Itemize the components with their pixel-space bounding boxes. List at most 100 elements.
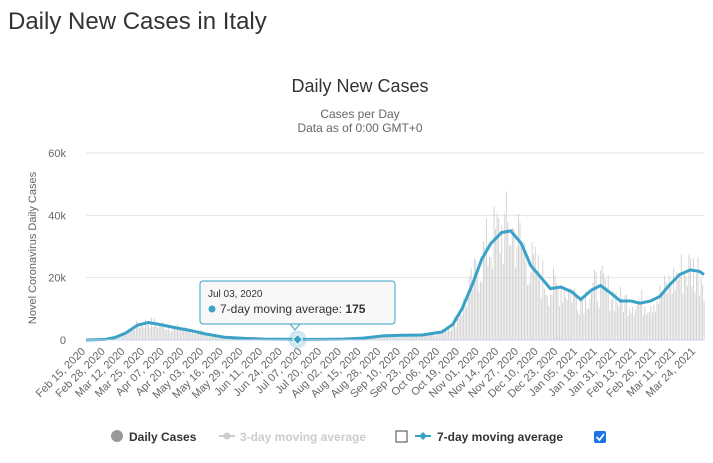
daily-case-bar — [381, 336, 382, 340]
legend-label-3day: 3-day moving average — [240, 430, 366, 444]
daily-case-bar — [627, 316, 629, 340]
daily-case-bar — [548, 305, 550, 340]
daily-case-bar — [155, 324, 157, 340]
legend-item-daily-cases[interactable]: Daily Cases — [111, 430, 197, 444]
daily-case-bar — [531, 242, 533, 340]
legend: Daily Cases 3-day moving average 7-day m… — [111, 430, 606, 444]
daily-case-bar — [444, 330, 446, 340]
daily-case-bar — [658, 303, 659, 340]
daily-case-bar — [495, 229, 497, 340]
daily-case-bar — [193, 333, 195, 340]
daily-case-bar — [391, 335, 393, 340]
daily-case-bar — [557, 285, 559, 340]
daily-case-bar — [639, 302, 641, 340]
tooltip-value: 175 — [345, 302, 365, 316]
tooltip-label: 7-day moving average: — [220, 302, 342, 316]
daily-case-bar — [522, 244, 524, 340]
daily-case-bar — [571, 302, 573, 340]
daily-case-bar — [172, 328, 174, 340]
daily-case-bar — [504, 213, 506, 340]
daily-case-bar — [463, 298, 465, 340]
daily-case-bar — [472, 289, 474, 340]
daily-case-bar — [425, 336, 427, 340]
daily-case-bar — [189, 332, 191, 340]
daily-case-bar — [565, 296, 567, 340]
daily-case-bar — [604, 278, 606, 340]
daily-case-bar — [416, 336, 417, 340]
check-icon — [595, 433, 605, 442]
daily-case-bar — [615, 292, 617, 340]
daily-case-bar — [192, 329, 194, 340]
daily-case-bar — [123, 334, 125, 340]
seven-day-average-line[interactable] — [85, 229, 705, 342]
daily-case-bar — [457, 315, 459, 340]
daily-case-bar — [492, 268, 494, 340]
daily-case-bar — [195, 333, 197, 340]
daily-case-bar — [686, 286, 688, 340]
daily-case-bar — [454, 316, 455, 340]
daily-case-bar — [452, 321, 454, 340]
daily-case-bar — [514, 267, 516, 340]
daily-case-bar — [479, 280, 481, 340]
daily-case-bar — [199, 330, 201, 340]
daily-case-bar — [556, 282, 557, 340]
daily-case-bar — [143, 328, 145, 340]
legend-item-7day[interactable]: 7-day moving average — [415, 430, 563, 444]
daily-case-bar — [697, 257, 699, 340]
daily-case-bar — [455, 327, 457, 340]
daily-case-bar — [580, 299, 582, 340]
daily-case-bar — [388, 336, 390, 340]
daily-case-bar — [508, 245, 510, 340]
three-day-checkbox[interactable] — [395, 430, 408, 443]
tooltip-dot — [208, 305, 216, 313]
daily-case-bar — [129, 329, 131, 340]
daily-case-bar — [228, 338, 230, 340]
daily-case-bar — [680, 254, 682, 340]
daily-case-bar — [161, 321, 163, 340]
daily-case-bar — [167, 326, 169, 340]
daily-case-bar — [412, 335, 414, 340]
daily-case-bar — [607, 274, 609, 340]
daily-case-bar — [528, 284, 530, 340]
daily-case-bar — [691, 286, 693, 340]
seven-day-checkbox[interactable] — [594, 431, 606, 443]
daily-case-bar — [441, 329, 443, 340]
daily-case-bar — [212, 335, 213, 340]
daily-case-bar — [204, 332, 206, 340]
daily-case-bar — [443, 333, 445, 340]
daily-case-bar — [122, 336, 124, 340]
daily-case-bar — [394, 337, 396, 340]
y-tick-label: 0 — [60, 335, 66, 347]
chart-title: Daily New Cases — [291, 76, 428, 96]
daily-case-bar — [152, 326, 154, 340]
daily-case-bar — [481, 282, 483, 340]
daily-case-bar — [385, 337, 387, 340]
legend-item-3day[interactable]: 3-day moving average — [219, 430, 366, 444]
daily-case-bar — [702, 285, 704, 340]
daily-case-bar — [659, 285, 661, 340]
daily-case-bar — [594, 269, 596, 340]
daily-case-bar — [402, 336, 404, 340]
daily-case-bar — [549, 294, 551, 340]
y-axis-ticks: 0 20k 40k 60k — [48, 148, 66, 347]
daily-case-bar — [476, 276, 478, 340]
daily-case-bar — [519, 222, 521, 340]
daily-case-bar — [178, 330, 180, 340]
daily-case-bar — [169, 330, 171, 340]
daily-case-bar — [606, 287, 608, 340]
daily-case-bar — [117, 337, 119, 340]
daily-case-bar — [635, 309, 637, 340]
daily-case-bar — [598, 307, 600, 340]
daily-case-bar — [461, 315, 463, 340]
daily-case-bar — [434, 335, 436, 340]
daily-case-bar — [612, 290, 614, 340]
daily-case-bar — [511, 227, 513, 340]
daily-case-bar — [694, 292, 696, 340]
daily-case-bar — [510, 245, 512, 340]
daily-case-bar — [586, 308, 588, 340]
y-tick-label: 60k — [48, 148, 66, 160]
daily-case-bar — [524, 242, 525, 340]
daily-case-bar — [581, 299, 583, 340]
daily-case-bar — [584, 291, 586, 340]
